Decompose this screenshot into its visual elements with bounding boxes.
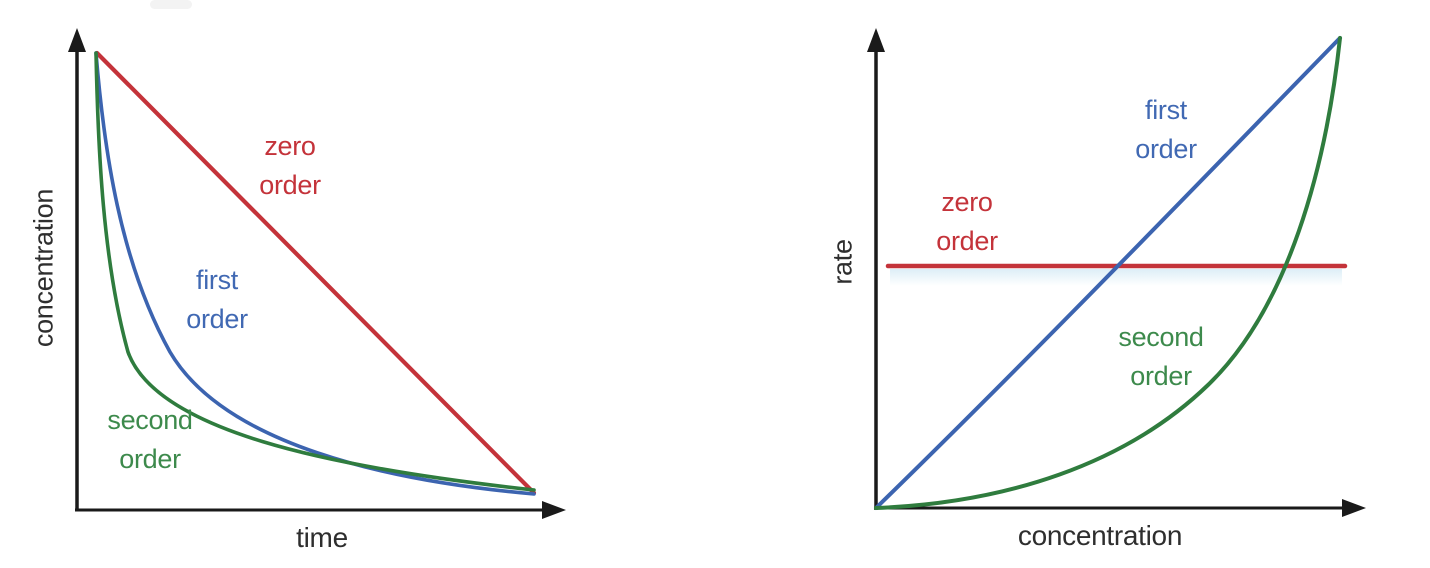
left-x-axis-label: time [296, 521, 348, 553]
left-y-axis-label: concentration [28, 188, 59, 348]
right-zero-order-shadow-band [890, 269, 1342, 286]
right-x-axis-label: concentration [1017, 519, 1183, 551]
scan-artifact [150, 0, 192, 9]
left-chart [68, 28, 566, 519]
right-zero-order-label: zero order [936, 183, 998, 261]
left-first-order-label-line2: order [186, 304, 248, 334]
right-chart [867, 28, 1366, 517]
left-y-axis-arrow-icon [68, 28, 86, 52]
right-y-axis-label: rate [827, 239, 858, 285]
right-x-axis-arrow-icon [1342, 499, 1366, 517]
right-first-order-label-line1: first [1145, 95, 1187, 126]
right-first-order-line [874, 36, 1342, 510]
left-first-order-label-line1: first [196, 265, 238, 296]
right-second-order-label-line2: order [1130, 361, 1192, 391]
left-zero-order-label-line1: zero [264, 131, 316, 162]
right-first-order-label-line2: order [1135, 134, 1197, 164]
right-second-order-label-line1: second [1118, 322, 1204, 353]
right-y-axis-arrow-icon [867, 28, 885, 52]
left-zero-order-label: zero order [259, 127, 321, 205]
left-second-order-label-line2: order [119, 444, 181, 474]
right-second-order-curve [874, 36, 1342, 510]
right-zero-order-label-line1: zero [941, 187, 993, 218]
right-second-order-label: second order [1118, 318, 1204, 396]
left-zero-order-label-line2: order [259, 170, 321, 200]
left-x-axis-arrow-icon [542, 501, 566, 519]
right-zero-order-label-line2: order [936, 226, 998, 256]
left-second-order-label: second order [107, 401, 193, 479]
left-second-order-label-line1: second [107, 405, 193, 436]
left-second-order-curve [94, 51, 536, 492]
left-zero-order-line [94, 50, 537, 496]
left-first-order-curve [94, 51, 536, 496]
left-first-order-label: first order [186, 261, 248, 339]
right-first-order-label: first order [1135, 91, 1197, 169]
